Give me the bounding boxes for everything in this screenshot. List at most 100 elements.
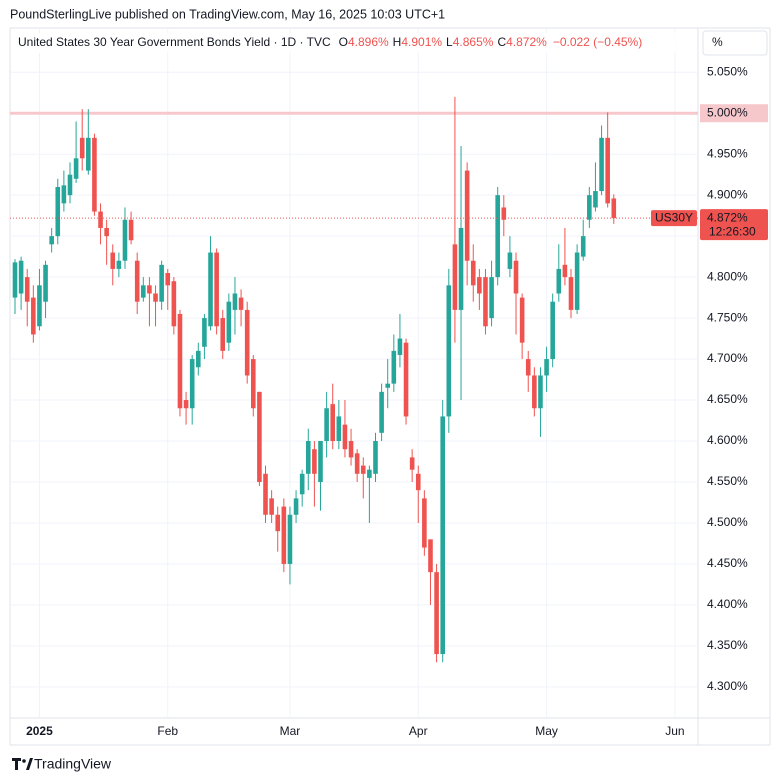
candle-body bbox=[495, 195, 500, 278]
candle-body bbox=[214, 252, 219, 327]
legend-value: 4.901% bbox=[401, 35, 442, 49]
y-tick-label: 4.650% bbox=[707, 392, 748, 406]
x-tick-label: Feb bbox=[157, 724, 178, 738]
candle-body bbox=[269, 498, 274, 515]
y-tick-label: 4.700% bbox=[707, 351, 748, 365]
candle-body bbox=[61, 185, 67, 204]
candle-body bbox=[318, 441, 323, 482]
candle-body bbox=[403, 342, 409, 417]
candle-body bbox=[367, 469, 372, 478]
candle-body bbox=[391, 350, 397, 384]
x-tick-label: 2025 bbox=[26, 724, 53, 738]
candle-body bbox=[373, 441, 378, 474]
x-tick-label: May bbox=[535, 724, 558, 738]
legend-key: H bbox=[393, 35, 402, 49]
brand: TradingView bbox=[34, 756, 112, 772]
candle-body bbox=[574, 252, 580, 310]
candle-body bbox=[348, 441, 354, 458]
y-tick-label: 4.900% bbox=[707, 187, 748, 201]
source: PoundSterlingLive published on TradingVi… bbox=[10, 7, 445, 21]
candle-body bbox=[98, 211, 103, 228]
candle-body bbox=[483, 277, 488, 327]
candle-body bbox=[257, 391, 262, 482]
candle-body bbox=[141, 285, 146, 298]
candle-body bbox=[208, 252, 213, 327]
candle-body bbox=[605, 137, 610, 204]
candle-body bbox=[507, 252, 513, 269]
axes: 4.300% 4.350% 4.400% 4.450% 4.500% 4.550% 4.60… bbox=[26, 64, 768, 738]
x-tick-label: Mar bbox=[280, 724, 301, 738]
candle-body bbox=[86, 137, 91, 171]
candle-body bbox=[116, 260, 122, 269]
candle-body bbox=[202, 318, 207, 347]
candle-body bbox=[385, 383, 391, 388]
y-tick-label: 4.500% bbox=[707, 515, 748, 529]
legend-bg bbox=[13, 33, 683, 53]
candle-body bbox=[250, 359, 256, 409]
y-tick-label: 4.350% bbox=[707, 638, 748, 652]
legend-key: C bbox=[497, 35, 506, 49]
y-tick-label: 4.750% bbox=[707, 310, 748, 324]
candle-body bbox=[464, 170, 470, 261]
countdown: 12:26:30 bbox=[709, 224, 756, 238]
candle-body bbox=[324, 408, 329, 442]
candle-body bbox=[336, 416, 342, 442]
candle-body bbox=[49, 236, 54, 245]
legend-value: 4.865% bbox=[453, 35, 494, 49]
candle-body bbox=[37, 285, 42, 327]
marks bbox=[10, 96, 698, 663]
candle-body bbox=[501, 207, 507, 220]
candle-body bbox=[611, 198, 617, 219]
candle-body bbox=[513, 260, 519, 294]
candle-body bbox=[189, 359, 195, 409]
candle-body bbox=[550, 301, 555, 360]
legend-value: 4.872% bbox=[506, 35, 547, 49]
candle-body bbox=[110, 252, 116, 269]
candle-body bbox=[440, 416, 445, 655]
candle-body bbox=[73, 158, 79, 179]
candle-body bbox=[580, 236, 586, 257]
candle-body bbox=[452, 244, 458, 310]
candle-body bbox=[43, 264, 48, 302]
candle-body bbox=[55, 186, 61, 237]
grid bbox=[10, 28, 698, 718]
candle-body bbox=[538, 375, 543, 409]
candle-body bbox=[183, 400, 189, 409]
candle-body bbox=[159, 264, 164, 302]
candle-body bbox=[177, 313, 183, 409]
candle-body bbox=[470, 260, 476, 286]
y-tick-label: 4.400% bbox=[707, 597, 748, 611]
candle-body bbox=[544, 359, 549, 376]
candle-body bbox=[79, 137, 85, 159]
candle-body bbox=[342, 424, 348, 450]
hline-tag bbox=[700, 104, 768, 123]
legend-key: L bbox=[446, 35, 453, 49]
y-tick-label: 4.450% bbox=[707, 556, 748, 570]
candle-body bbox=[281, 506, 287, 564]
candle-body bbox=[593, 191, 598, 208]
candle-body bbox=[434, 572, 439, 655]
candle-body bbox=[226, 301, 232, 343]
scale-button[interactable] bbox=[702, 30, 768, 56]
candle-body bbox=[409, 457, 415, 470]
candle-body bbox=[153, 293, 158, 302]
candle-body bbox=[305, 441, 311, 474]
scale-button-label[interactable]: % bbox=[712, 35, 723, 49]
candle-body bbox=[24, 277, 30, 302]
brand-logo bbox=[12, 758, 33, 770]
candle-body bbox=[244, 309, 250, 376]
candle-body bbox=[525, 359, 531, 376]
candle-body bbox=[232, 293, 238, 310]
candle-body bbox=[293, 498, 299, 515]
candle-body bbox=[532, 375, 537, 409]
candle-body bbox=[519, 297, 525, 343]
candle-body bbox=[238, 297, 244, 310]
candle-body bbox=[67, 174, 73, 196]
y-tick-label: 4.800% bbox=[707, 269, 748, 283]
legend-value: 4.896% bbox=[348, 35, 389, 49]
candle-body bbox=[128, 219, 134, 241]
candle-body bbox=[397, 338, 403, 355]
symbol-tag bbox=[651, 210, 697, 227]
candle-body bbox=[562, 264, 568, 278]
